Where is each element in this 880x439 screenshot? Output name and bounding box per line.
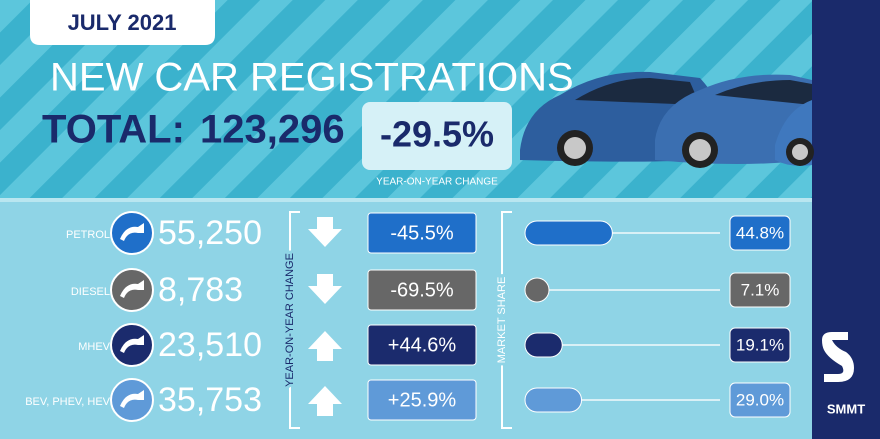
divider: [0, 198, 880, 202]
logo-mark: [822, 332, 854, 382]
registrations: 23,510: [158, 326, 262, 364]
fuel-icon-glyph: [120, 223, 144, 241]
change-box: [362, 102, 512, 170]
fuel-name: PETROL: [66, 229, 110, 241]
registrations: 55,250: [158, 214, 262, 252]
share-pill: [729, 272, 791, 308]
direction-arrow: [308, 331, 342, 361]
registrations: 35,753: [158, 381, 262, 419]
fuel-icon-glyph: [120, 335, 144, 353]
share-bar: [524, 332, 563, 358]
logo: SMMT: [827, 401, 865, 416]
share-bar: [524, 220, 613, 246]
bracket: [289, 211, 300, 429]
change-box: [367, 269, 477, 311]
direction-arrow: [308, 386, 342, 416]
fuel-change: +44.6%: [388, 334, 457, 356]
fuel-name: DIESEL: [71, 286, 110, 298]
total: 123,296: [200, 108, 345, 152]
share-bar: [524, 277, 550, 303]
share-bar: [524, 387, 583, 413]
fuel-name: MHEV: [78, 341, 110, 353]
fuel-icon-glyph: [120, 280, 144, 298]
share-pill: [729, 215, 791, 251]
share-pill: [729, 382, 791, 418]
share-label: 44.8%: [736, 223, 784, 242]
share-label: 29.0%: [736, 390, 784, 409]
fuel-change: +25.9%: [388, 389, 457, 411]
fuel-change: -45.5%: [390, 222, 454, 244]
share-axis-label: MARKET SHARE: [496, 277, 508, 364]
change: -29.5%: [380, 114, 494, 155]
share-pill: [729, 327, 791, 363]
change-box: [367, 379, 477, 421]
date-pill: [30, 0, 215, 45]
fuel-change: -69.5%: [390, 279, 454, 301]
change-box: [367, 324, 477, 366]
fuel-name: BEV, PHEV, HEV: [25, 396, 110, 408]
title: NEW CAR REGISTRATIONS: [50, 56, 574, 100]
change-box: [367, 212, 477, 254]
total-label: TOTAL:: [42, 108, 185, 152]
direction-arrow: [308, 217, 342, 247]
registrations: 8,783: [158, 271, 243, 309]
change-caption: YEAR-ON-YEAR CHANGE: [376, 177, 498, 188]
share-label: 19.1%: [736, 335, 784, 354]
cars: [520, 71, 814, 168]
fuel-icon-glyph: [120, 390, 144, 408]
date: JULY 2021: [68, 10, 177, 35]
change-axis-label: YEAR-ON-YEAR CHANGE: [284, 253, 296, 387]
share-label: 7.1%: [741, 280, 780, 299]
bracket: [501, 211, 512, 429]
direction-arrow: [308, 274, 342, 304]
